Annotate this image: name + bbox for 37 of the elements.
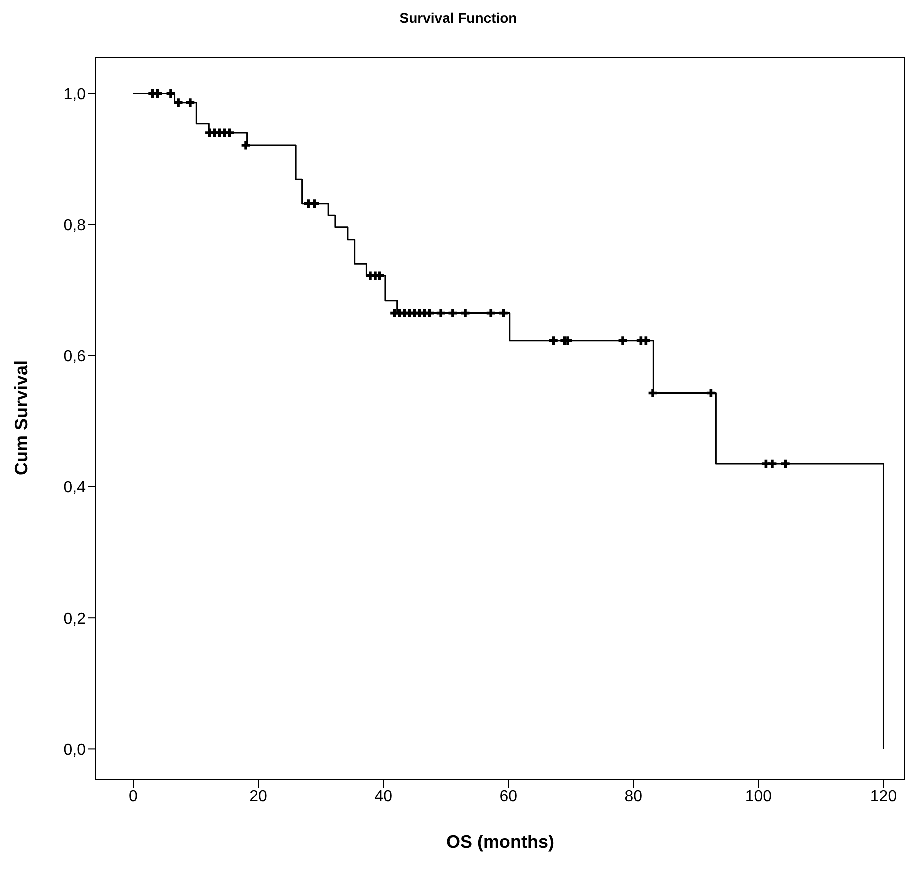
- y-axis-title: Cum Survival: [12, 360, 32, 476]
- point: [436, 309, 446, 318]
- point: [310, 200, 320, 208]
- y-tick-label: 1,0: [64, 86, 86, 104]
- y-tick-label: 0,6: [64, 348, 86, 366]
- point: [642, 336, 650, 346]
- point: [174, 98, 183, 108]
- y-tick-label: 0,2: [64, 610, 86, 628]
- point: [768, 460, 777, 468]
- y-tick-label: 0,0: [64, 742, 86, 759]
- x-tick-label: 60: [500, 788, 518, 806]
- point: [781, 460, 790, 468]
- x-tick-label: 100: [745, 788, 772, 806]
- point: [426, 309, 434, 318]
- point: [706, 389, 716, 398]
- point: [499, 309, 508, 318]
- point: [648, 389, 658, 398]
- x-tick-label: 120: [870, 788, 898, 806]
- point: [154, 89, 162, 98]
- point: [166, 89, 176, 98]
- chart-title: Survival Function: [398, 10, 518, 26]
- point: [376, 272, 384, 280]
- x-tick-label: 20: [250, 788, 268, 806]
- x-axis-title: OS (months): [446, 832, 556, 853]
- x-tick-label: 0: [129, 788, 138, 806]
- y-tick-label: 0,4: [64, 480, 86, 497]
- point: [226, 128, 234, 138]
- x-tick-label: 40: [374, 788, 393, 806]
- point: [448, 309, 458, 318]
- point: [549, 336, 558, 346]
- point: [461, 309, 470, 318]
- point: [486, 309, 496, 318]
- point: [186, 98, 195, 108]
- point: [242, 141, 250, 150]
- point: [618, 336, 628, 346]
- x-tick-label: 80: [624, 788, 643, 806]
- y-tick-label: 0,8: [64, 217, 86, 234]
